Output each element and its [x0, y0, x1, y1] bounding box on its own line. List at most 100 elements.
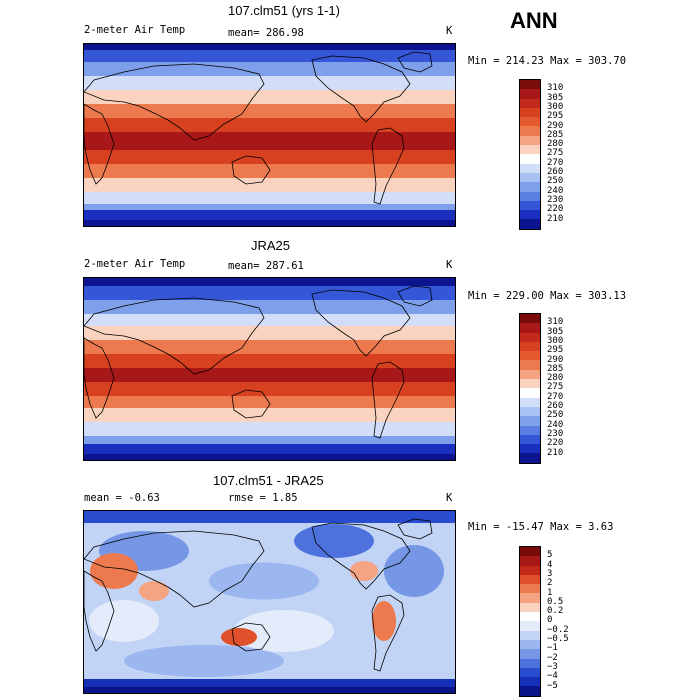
- colorbar-swatch: [520, 574, 540, 585]
- colorbar-swatch: [520, 444, 540, 454]
- panel3-rmse-label: rmse = 1.85: [228, 492, 298, 504]
- colorbar-swatch: [520, 556, 540, 566]
- colorbar-swatch: [520, 612, 540, 622]
- colorbar-tick-label: 0.5: [547, 596, 564, 607]
- colorbar-swatch: [520, 686, 540, 696]
- panel1-variable-label: 2-meter Air Temp: [84, 24, 186, 36]
- colorbar-tick-label: 285: [547, 363, 564, 374]
- colorbar-tick-label: 220: [547, 438, 564, 449]
- colorbar-tick-label: 280: [547, 139, 564, 150]
- map-field: [84, 511, 455, 693]
- colorbar-tick-label: 240: [547, 419, 564, 430]
- colorbar-swatch: [520, 314, 540, 324]
- colorbar-tick-label: 230: [547, 194, 564, 205]
- colorbar-swatch: [520, 191, 540, 201]
- colorbar-swatch: [520, 98, 540, 108]
- colorbar-tick-label: 220: [547, 204, 564, 215]
- colorbar-tick-label: 305: [547, 92, 564, 103]
- colorbar-tick-label: 295: [547, 111, 564, 122]
- colorbar-swatch: [520, 630, 540, 640]
- colorbar-tick-label: −0.2: [547, 624, 569, 635]
- colorbar-tick-label: 250: [547, 410, 564, 421]
- colorbar-swatch: [520, 323, 540, 333]
- colorbar-tick-label: 290: [547, 120, 564, 131]
- colorbar-swatch: [520, 135, 540, 146]
- colorbar-swatch: [520, 210, 540, 220]
- colorbar-tick-label: −5: [547, 680, 558, 691]
- colorbar-tick-label: 240: [547, 185, 564, 196]
- map-field: [84, 278, 455, 460]
- colorbar-swatch: [520, 379, 540, 389]
- colorbar-tick-label: 260: [547, 401, 564, 411]
- colorbar-tick-label: −1: [547, 643, 558, 654]
- colorbar-swatch: [520, 332, 540, 342]
- colorbar-swatch: [520, 649, 540, 659]
- panel2-title: JRA25: [251, 238, 291, 253]
- colorbar-tick-label: 3: [547, 568, 553, 579]
- colorbar-swatch: [520, 388, 540, 398]
- colorbar-swatch: [520, 360, 540, 370]
- season-label: ANN: [510, 8, 558, 33]
- panel1-units-label: K: [446, 25, 453, 37]
- colorbar-swatch: [520, 117, 540, 127]
- colorbar-swatch: [520, 677, 540, 687]
- colorbar-swatch: [520, 219, 540, 229]
- colorbar-swatch: [520, 200, 540, 211]
- colorbar-swatch: [520, 547, 540, 557]
- colorbar-tick-label: 0.2: [547, 606, 564, 617]
- colorbar-tick-label: 210: [547, 213, 564, 224]
- panel3-title: 107.clm51 - JRA25: [213, 473, 324, 488]
- panel1-title: 107.clm51 (yrs 1-1): [228, 3, 340, 18]
- colorbar-swatch: [520, 163, 540, 173]
- colorbar-tick-label: 260: [547, 167, 564, 177]
- panel1-map: [83, 43, 456, 227]
- colorbar-tick-label: 1: [547, 587, 553, 598]
- colorbar-tick-label: 295: [547, 345, 564, 356]
- colorbar-swatch: [520, 658, 540, 668]
- colorbar-tick-label: 0: [547, 615, 553, 626]
- colorbar-swatch: [520, 584, 540, 594]
- panel1-minmax-label: Min = 214.23 Max = 303.70: [468, 55, 627, 67]
- colorbar-tick-label: −0.5: [547, 634, 569, 644]
- colorbar-tick-label: 310: [547, 83, 564, 94]
- map-field: [84, 44, 455, 226]
- colorbar-swatch: [520, 341, 540, 352]
- panel3-mean-label: mean = -0.63: [84, 492, 160, 504]
- colorbar-tick-label: 230: [547, 428, 564, 439]
- colorbar-tick-label: 210: [547, 447, 564, 458]
- colorbar-swatch: [520, 639, 540, 650]
- colorbar-tick-label: 305: [547, 326, 564, 337]
- colorbar-swatch: [520, 602, 540, 613]
- colorbar-swatch: [520, 593, 540, 603]
- colorbar-swatch: [520, 416, 540, 426]
- colorbar-tick-label: 275: [547, 148, 564, 159]
- colorbar-tick-label: 300: [547, 101, 564, 112]
- colorbar-swatch: [520, 565, 540, 575]
- panel3-minmax-label: Min = -15.47 Max = 3.63: [468, 521, 614, 533]
- colorbar-swatch: [520, 145, 540, 155]
- panel2-units-label: K: [446, 259, 453, 271]
- colorbar-swatch: [520, 369, 540, 380]
- colorbar-tick-label: 285: [547, 129, 564, 140]
- colorbar-swatch: [520, 89, 540, 99]
- colorbar-tick-label: 5: [547, 550, 553, 561]
- panel2-variable-label: 2-meter Air Temp: [84, 258, 186, 270]
- panel3-map: [83, 510, 456, 694]
- colorbar-tick-label: 310: [547, 317, 564, 328]
- colorbar-swatch: [520, 182, 540, 192]
- colorbar-swatch: [520, 406, 540, 417]
- colorbar-tick-label: −2: [547, 652, 558, 663]
- colorbar-tick-label: 270: [547, 391, 564, 402]
- panel2-mean-label: mean= 287.61: [228, 260, 304, 272]
- colorbar-swatch: [520, 621, 540, 631]
- colorbar-swatch: [520, 425, 540, 435]
- colorbar-swatch: [520, 667, 540, 678]
- colorbar-swatch: [520, 126, 540, 136]
- colorbar-swatch: [520, 434, 540, 445]
- colorbar-tick-label: 300: [547, 335, 564, 346]
- colorbar-tick-label: 280: [547, 373, 564, 384]
- panel1-mean-label: mean= 286.98: [228, 27, 304, 39]
- colorbar-swatch: [520, 80, 540, 90]
- colorbar-tick-label: −4: [547, 671, 558, 682]
- panel1-colorbar: 310 305 300 295 290 285 280 275 270 260 250 240 230 2…: [519, 79, 563, 230]
